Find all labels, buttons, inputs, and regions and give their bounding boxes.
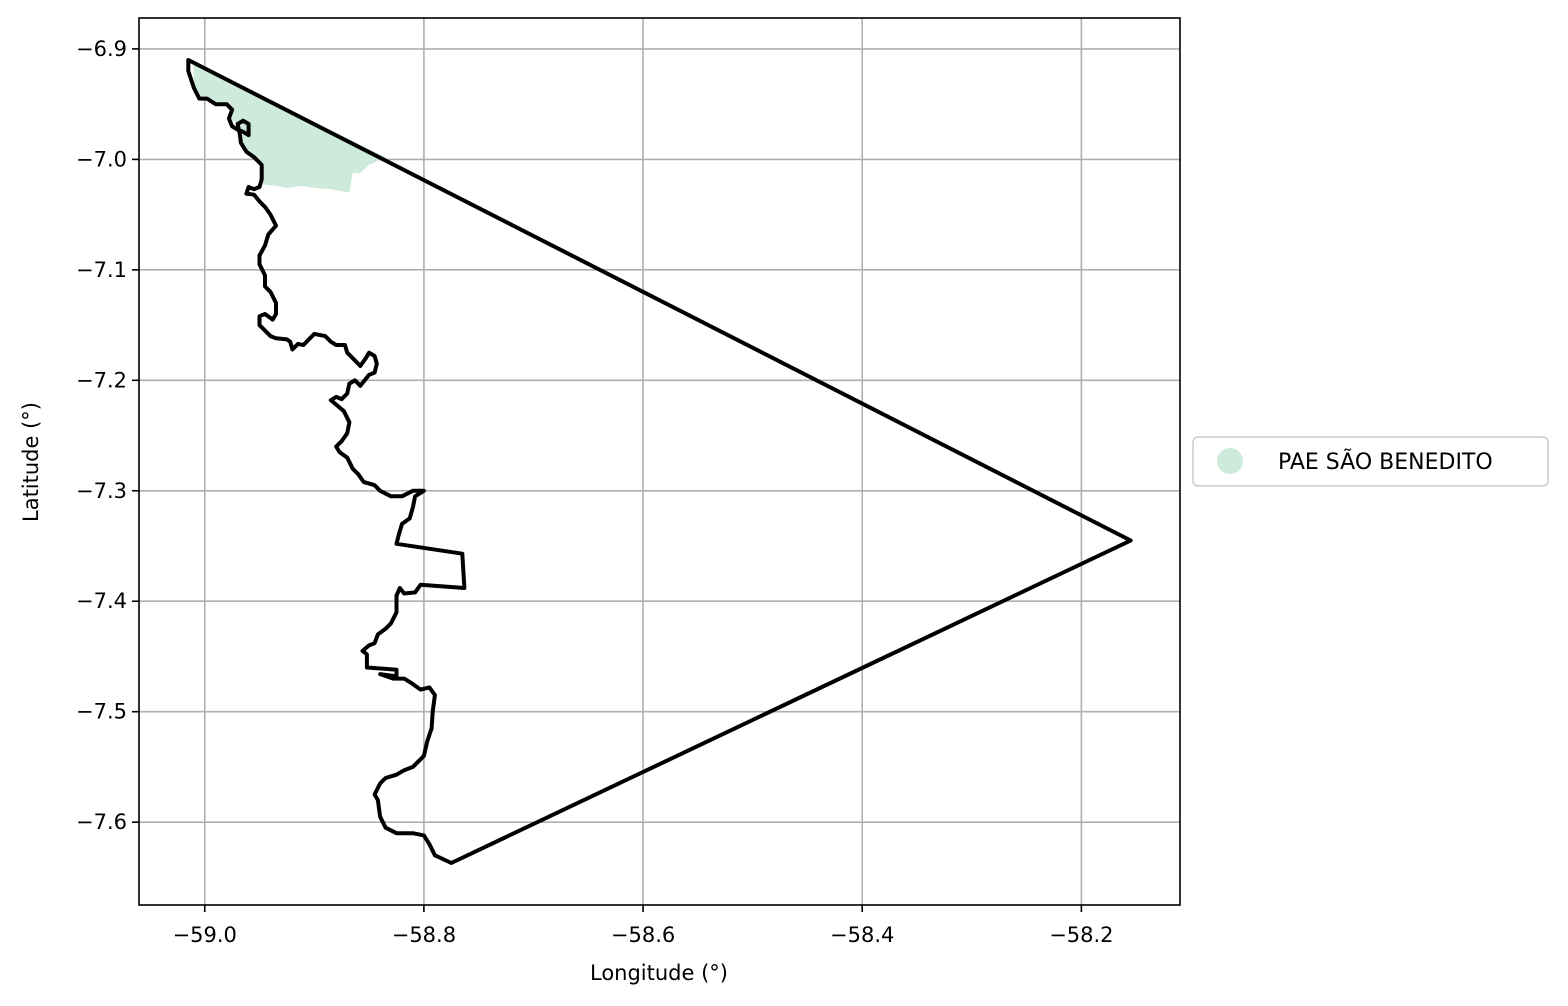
legend: PAE SÃO BENEDITO (1192, 436, 1549, 487)
x-tick-label-3: −58.4 (830, 923, 894, 947)
x-tick-label-0: −59.0 (173, 923, 237, 947)
municipality-boundary-layer (186, 58, 1133, 865)
legend-label-pae-sao-benedito: PAE SÃO BENEDITO (1278, 448, 1493, 475)
y-tick-label-7: −7.6 (76, 810, 127, 834)
legend-box (1192, 436, 1549, 487)
y-tick-label-1: −7.0 (76, 147, 127, 171)
y-tick-label-2: −7.1 (76, 258, 127, 282)
municipality-boundary (186, 58, 1133, 865)
y-tick-label-0: −6.9 (76, 37, 127, 61)
pae-sao-benedito-area (193, 63, 386, 193)
x-axis-label: Longitude (°) (590, 961, 728, 985)
y-tick-label-5: −7.4 (76, 589, 127, 613)
x-axis-ticks: −59.0 −58.8 −58.6 −58.4 −58.2 (173, 905, 1114, 947)
y-tick-label-4: −7.3 (76, 479, 127, 503)
y-tick-label-6: −7.5 (76, 700, 127, 724)
settlement-area-layer (193, 63, 386, 193)
y-axis-ticks: −6.9 −7.0 −7.1 −7.2 −7.3 −7.4 −7.5 −7.6 (76, 37, 139, 834)
x-tick-label-2: −58.6 (611, 923, 675, 947)
plot-frame (138, 17, 1181, 906)
y-axis-label: Latitude (°) (19, 402, 43, 522)
y-tick-label-3: −7.2 (76, 368, 127, 392)
legend-marker-pae-sao-benedito (1217, 448, 1243, 474)
x-tick-label-4: −58.2 (1049, 923, 1113, 947)
grid-lines (139, 18, 1180, 905)
x-tick-label-1: −58.8 (392, 923, 456, 947)
